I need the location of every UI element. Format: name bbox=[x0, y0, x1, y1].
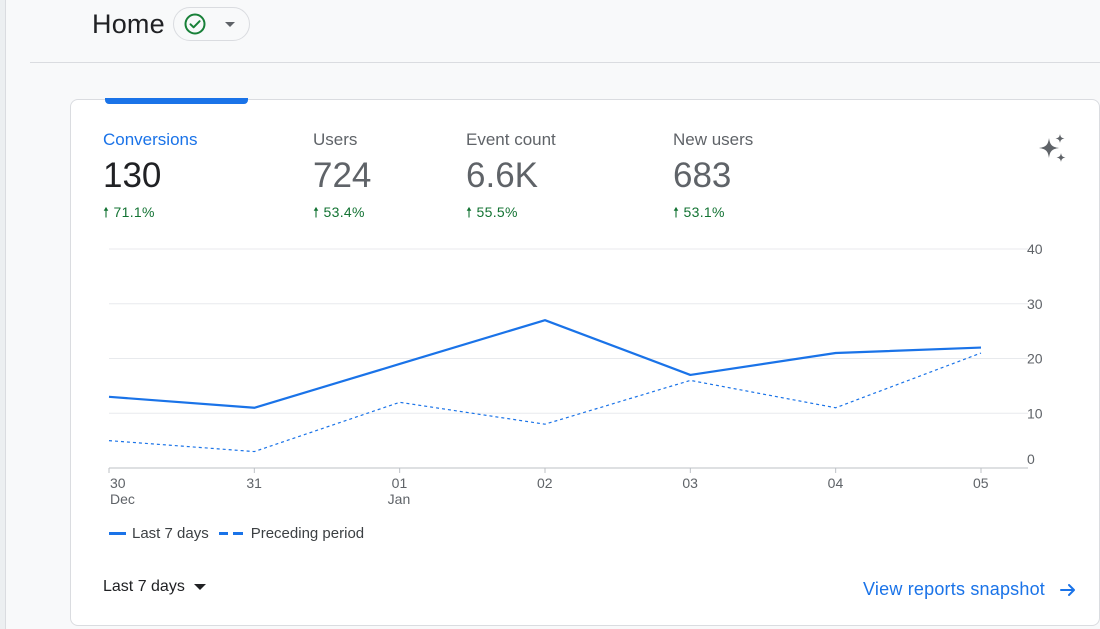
page-header: Home bbox=[92, 4, 250, 44]
x-tick-label: 30 bbox=[110, 475, 126, 491]
y-tick-label: 10 bbox=[1027, 405, 1043, 421]
date-range-dropdown[interactable]: Last 7 days bbox=[103, 578, 206, 596]
x-tick-label: 01 bbox=[392, 475, 408, 491]
metric-delta: 🠕 55.5% bbox=[466, 202, 556, 226]
metric-label: Users bbox=[313, 130, 358, 149]
metric-tab-event-count[interactable]: Event count 6.6K 🠕 55.5% bbox=[466, 130, 556, 226]
active-tab-indicator bbox=[105, 98, 248, 104]
sparkle-icon[interactable] bbox=[1035, 132, 1069, 166]
series-preceding-period-line bbox=[108, 352, 982, 453]
chart-legend: Last 7 days Preceding period bbox=[109, 525, 374, 542]
metric-value: 6.6K bbox=[466, 156, 538, 195]
y-tick-label: 20 bbox=[1027, 351, 1043, 367]
metric-tab-new-users[interactable]: New users 683 🠕 53.1% bbox=[673, 130, 753, 226]
side-rail bbox=[0, 0, 6, 629]
metric-delta: 🠕 71.1% bbox=[103, 202, 198, 226]
date-range-label: Last 7 days bbox=[103, 578, 185, 595]
metric-value: 724 bbox=[313, 156, 372, 195]
x-tick-label: 04 bbox=[828, 475, 844, 491]
metric-tab-users[interactable]: Users 724 🠕 53.4% bbox=[313, 130, 371, 226]
status-dropdown[interactable] bbox=[172, 7, 250, 41]
legend-swatch-solid bbox=[109, 532, 126, 535]
metric-label: New users bbox=[673, 130, 754, 149]
metric-delta-value: 53.4% bbox=[323, 204, 365, 220]
legend-item-last-7-days: Last 7 days bbox=[109, 525, 209, 542]
view-reports-snapshot-link[interactable]: View reports snapshot bbox=[863, 579, 1077, 600]
overview-card: Conversions 130 🠕 71.1% Users 724 🠕 53.4… bbox=[70, 98, 1100, 626]
x-tick-sublabel: Jan bbox=[388, 491, 411, 507]
legend-swatch-dashed bbox=[218, 532, 243, 535]
check-circle-icon bbox=[184, 13, 206, 35]
y-tick-label: 0 bbox=[1027, 451, 1035, 467]
metric-label: Conversions bbox=[103, 130, 198, 149]
x-tick-sublabel: Dec bbox=[110, 491, 135, 507]
y-tick-label: 30 bbox=[1027, 296, 1043, 312]
legend-item-preceding-period: Preceding period bbox=[218, 525, 365, 542]
x-tick-label: 02 bbox=[537, 475, 553, 491]
arrow-up-icon: 🠕 bbox=[673, 204, 680, 220]
metric-delta: 🠕 53.4% bbox=[313, 202, 371, 226]
legend-label: Preceding period bbox=[250, 525, 365, 542]
x-tick-label: 31 bbox=[246, 475, 262, 491]
arrow-up-icon: 🠕 bbox=[313, 204, 320, 220]
caret-down-icon bbox=[193, 584, 206, 590]
metric-delta-value: 71.1% bbox=[113, 204, 155, 220]
metric-label: Event count bbox=[466, 130, 556, 149]
snapshot-link-label: View reports snapshot bbox=[863, 579, 1045, 599]
metric-delta: 🠕 53.1% bbox=[673, 202, 753, 226]
metric-delta-value: 53.1% bbox=[683, 204, 725, 220]
arrow-right-icon bbox=[1060, 583, 1075, 596]
metric-value: 683 bbox=[673, 156, 732, 195]
x-tick-label: 03 bbox=[682, 475, 698, 491]
arrow-up-icon: 🠕 bbox=[103, 204, 110, 220]
y-tick-label: 40 bbox=[1027, 241, 1043, 257]
x-tick-label: 05 bbox=[973, 475, 989, 491]
series-last-7-days-line bbox=[108, 319, 982, 409]
metric-delta-value: 55.5% bbox=[476, 204, 518, 220]
metric-value: 130 bbox=[103, 156, 162, 195]
legend-label: Last 7 days bbox=[132, 525, 209, 542]
header-divider bbox=[30, 62, 1100, 63]
arrow-up-icon: 🠕 bbox=[466, 204, 473, 220]
chevron-down-icon bbox=[224, 21, 235, 27]
metric-tab-conversions[interactable]: Conversions 130 🠕 71.1% bbox=[103, 130, 198, 226]
page-title: Home bbox=[92, 8, 165, 39]
